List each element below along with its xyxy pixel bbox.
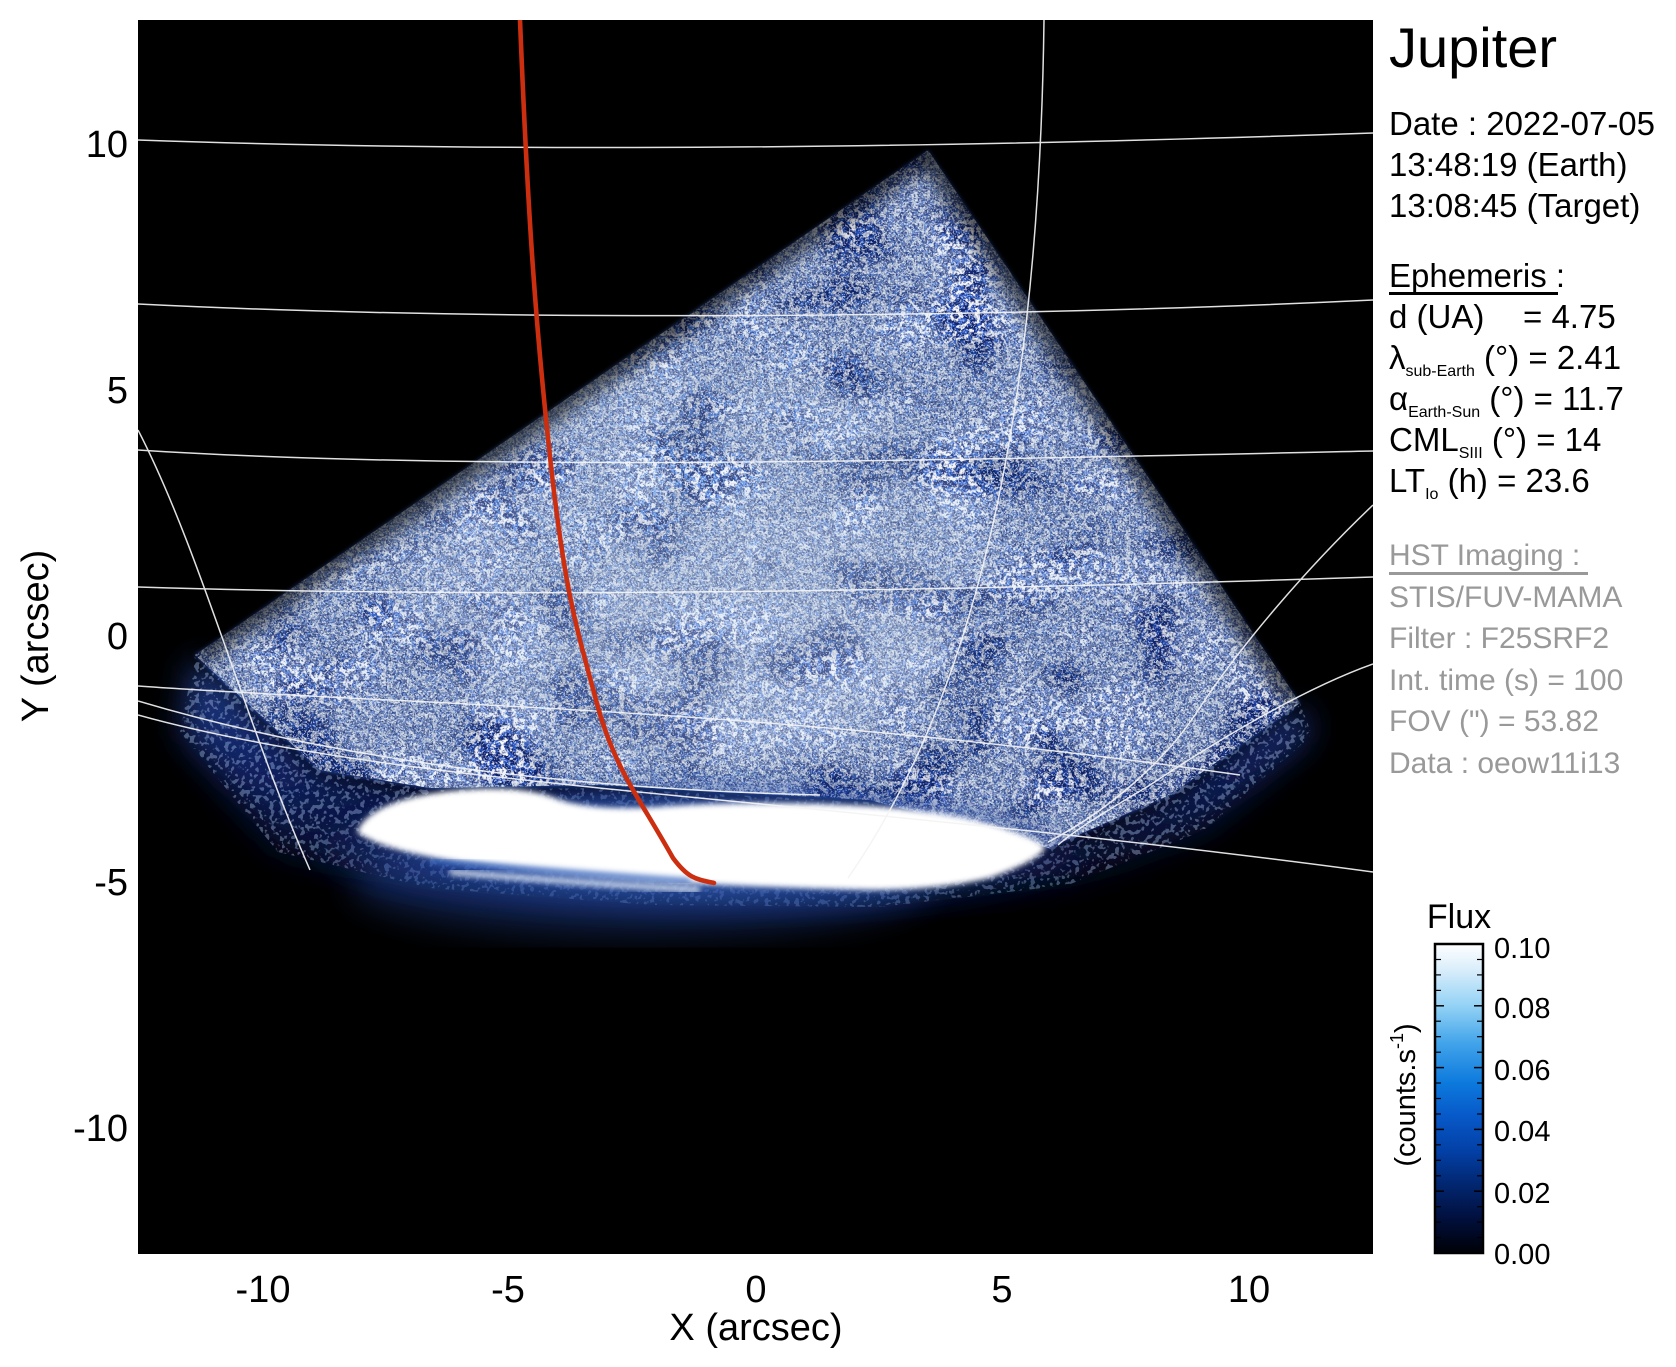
svg-text:0: 0 xyxy=(745,1269,766,1311)
svg-text:-10: -10 xyxy=(236,1269,291,1311)
svg-text:Flux: Flux xyxy=(1427,898,1491,936)
svg-text:αEarth-Sun (°) = 11.7: αEarth-Sun (°) = 11.7 xyxy=(1389,380,1624,421)
svg-text:HST Imaging :: HST Imaging : xyxy=(1389,539,1580,572)
svg-text:(counts.s-1): (counts.s-1) xyxy=(1387,1023,1422,1166)
svg-text:Int. time (s) = 100: Int. time (s) = 100 xyxy=(1389,664,1623,697)
svg-text:STIS/FUV-MAMA: STIS/FUV-MAMA xyxy=(1389,581,1622,614)
svg-text:0.06: 0.06 xyxy=(1494,1055,1550,1087)
svg-text:0.04: 0.04 xyxy=(1494,1116,1550,1148)
svg-text:LTIo (h) = 23.6: LTIo (h) = 23.6 xyxy=(1389,462,1590,503)
svg-text:FOV (") = 53.82: FOV (") = 53.82 xyxy=(1389,705,1599,738)
svg-text:CMLSIII (°) = 14: CMLSIII (°) = 14 xyxy=(1389,421,1601,462)
svg-text:0.10: 0.10 xyxy=(1494,933,1550,965)
svg-text:Date : 2022-07-05: Date : 2022-07-05 xyxy=(1389,105,1655,142)
svg-text:13:08:45 (Target): 13:08:45 (Target) xyxy=(1389,187,1640,224)
svg-text:X (arcsec): X (arcsec) xyxy=(669,1307,842,1349)
svg-text:-5: -5 xyxy=(94,862,128,904)
svg-text:10: 10 xyxy=(1228,1269,1270,1311)
svg-text:-5: -5 xyxy=(491,1269,525,1311)
svg-text:Data : oeow11i13: Data : oeow11i13 xyxy=(1389,747,1620,780)
svg-text:-10: -10 xyxy=(73,1108,128,1150)
svg-text:λsub-Earth (°) = 2.41: λsub-Earth (°) = 2.41 xyxy=(1389,339,1621,380)
svg-text:Y (arcsec): Y (arcsec) xyxy=(15,550,57,722)
svg-text:0.00: 0.00 xyxy=(1494,1239,1550,1271)
svg-text:Ephemeris :: Ephemeris : xyxy=(1389,257,1565,294)
svg-text:5: 5 xyxy=(991,1269,1012,1311)
svg-text:Jupiter: Jupiter xyxy=(1389,16,1557,79)
svg-text:0.02: 0.02 xyxy=(1494,1178,1550,1210)
svg-text:0: 0 xyxy=(107,616,128,658)
svg-text:10: 10 xyxy=(86,124,128,166)
svg-text:= 4.75: = 4.75 xyxy=(1523,298,1616,335)
svg-text:0.08: 0.08 xyxy=(1494,993,1550,1025)
svg-text:5: 5 xyxy=(107,370,128,412)
svg-text:13:48:19 (Earth): 13:48:19 (Earth) xyxy=(1389,146,1627,183)
svg-text:d (UA): d (UA) xyxy=(1389,298,1484,335)
svg-text:Filter : F25SRF2: Filter : F25SRF2 xyxy=(1389,622,1609,655)
